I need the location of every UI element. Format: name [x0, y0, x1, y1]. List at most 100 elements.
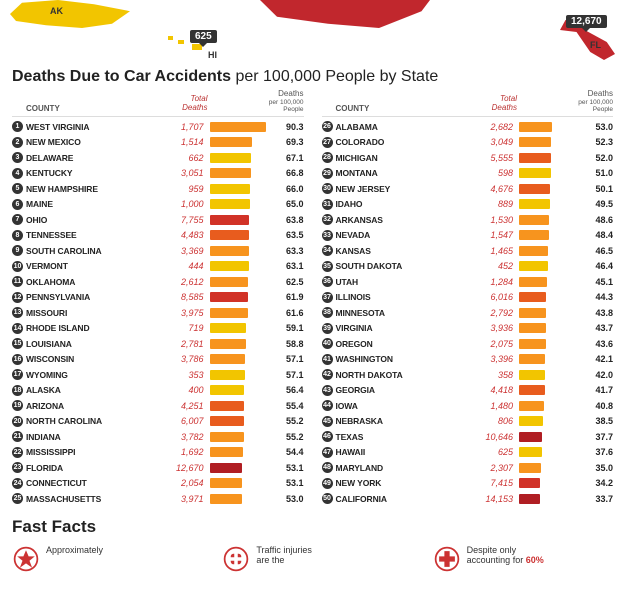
cell-rate: 46.5 [577, 246, 613, 256]
cell-total-deaths: 2,612 [162, 277, 208, 287]
fast-fact-text: Approximately [46, 545, 103, 556]
map-section: AKHIFL 62512,670 [0, 0, 625, 62]
cell-bar [208, 122, 268, 132]
table-row: 39VIRGINIA3,93643.7 [322, 321, 614, 337]
cell-rank: 38 [322, 307, 336, 318]
bar-fill [210, 339, 246, 349]
cell-rate: 61.6 [268, 308, 304, 318]
hdr-total: Total Deaths [471, 95, 517, 113]
cell-rate: 53.0 [268, 494, 304, 504]
cell-rate: 55.2 [268, 432, 304, 442]
bar-fill [519, 478, 540, 488]
cell-total-deaths: 1,530 [471, 215, 517, 225]
table-row: 48MARYLAND2,30735.0 [322, 460, 614, 476]
table-row: 11OKLAHOMA2,61262.5 [12, 274, 304, 290]
cell-rank: 5 [12, 183, 26, 194]
cell-rank: 37 [322, 292, 336, 303]
cell-total-deaths: 1,547 [471, 230, 517, 240]
cell-rate: 69.3 [268, 137, 304, 147]
cell-total-deaths: 806 [471, 416, 517, 426]
fast-facts-title: Fast Facts [12, 517, 613, 537]
cell-county: NEW HAMPSHIRE [26, 184, 162, 194]
cell-rate: 63.3 [268, 246, 304, 256]
cell-rate: 51.0 [577, 168, 613, 178]
map-state-label: FL [590, 40, 601, 50]
cell-rank: 28 [322, 152, 336, 163]
cell-total-deaths: 3,975 [162, 308, 208, 318]
table-row: 19ARIZONA4,25155.4 [12, 398, 304, 414]
fast-facts-section: Fast Facts Approximately Traffic injuries… [0, 507, 625, 573]
bar-fill [519, 308, 546, 318]
cell-rate: 66.0 [268, 184, 304, 194]
cell-county: LOUISIANA [26, 339, 162, 349]
bar-fill [210, 168, 251, 178]
cell-rate: 66.8 [268, 168, 304, 178]
cell-county: WYOMING [26, 370, 162, 380]
table-row: 5NEW HAMPSHIRE959 66.0 [12, 181, 304, 197]
cell-total-deaths: 2,307 [471, 463, 517, 473]
bar-fill [210, 292, 248, 302]
cell-county: FLORIDA [26, 463, 162, 473]
table-row: 17WYOMING35357.1 [12, 367, 304, 383]
bar-fill [210, 153, 252, 163]
cell-rank: 27 [322, 137, 336, 148]
cell-rank: 21 [12, 431, 26, 442]
bar-fill [210, 323, 247, 333]
cell-bar [208, 370, 268, 380]
cell-total-deaths: 1,000 [162, 199, 208, 209]
cell-rate: 42.0 [577, 370, 613, 380]
cell-rank: 4 [12, 168, 26, 179]
cell-total-deaths: 959 [162, 184, 208, 194]
bar-fill [210, 416, 244, 426]
table-row: 14RHODE ISLAND71959.1 [12, 321, 304, 337]
cell-rate: 55.2 [268, 416, 304, 426]
cell-bar [517, 199, 577, 209]
cell-rate: 65.0 [268, 199, 304, 209]
bar-fill [210, 478, 243, 488]
map-state-shape [168, 36, 173, 40]
cell-bar [208, 478, 268, 488]
cell-county: CONNECTICUT [26, 478, 162, 488]
bar-fill [519, 292, 546, 302]
table-container: COUNTY Total Deaths Deaths per 100,000 P… [0, 90, 625, 507]
cell-rate: 52.0 [577, 153, 613, 163]
cell-county: SOUTH DAKOTA [336, 261, 472, 271]
bar-fill [210, 137, 253, 147]
table-row: 37ILLINOIS6,01644.3 [322, 290, 614, 306]
fast-fact-item: Traffic injuriesare the [222, 545, 402, 573]
cell-rank: 30 [322, 183, 336, 194]
cell-bar [517, 401, 577, 411]
cell-bar [208, 277, 268, 287]
cell-rank: 23 [12, 462, 26, 473]
cell-county: NEBRASKA [336, 416, 472, 426]
cell-total-deaths: 3,396 [471, 354, 517, 364]
table-header: COUNTY Total Deaths Deaths per 100,000 P… [12, 90, 304, 117]
bar-fill [210, 354, 245, 364]
table-row: 23FLORIDA12,67053.1 [12, 460, 304, 476]
cell-total-deaths: 3,782 [162, 432, 208, 442]
fast-fact-text: Despite onlyaccounting for 60% [467, 545, 544, 567]
cell-rate: 41.7 [577, 385, 613, 395]
bar-fill [519, 137, 551, 147]
cell-total-deaths: 353 [162, 370, 208, 380]
cell-county: IOWA [336, 401, 472, 411]
cell-rate: 59.1 [268, 323, 304, 333]
cell-county: KANSAS [336, 246, 472, 256]
cell-rate: 53.1 [268, 478, 304, 488]
table-row: 9SOUTH CAROLINA3,36963.3 [12, 243, 304, 259]
cell-county: WEST VIRGINIA [26, 122, 162, 132]
cell-county: VERMONT [26, 261, 162, 271]
fast-fact-icon [433, 545, 461, 573]
cell-rate: 35.0 [577, 463, 613, 473]
table-row: 22MISSISSIPPI1,69254.4 [12, 445, 304, 461]
cell-bar [208, 153, 268, 163]
cell-rate: 62.5 [268, 277, 304, 287]
cell-rank: 39 [322, 323, 336, 334]
bar-fill [210, 277, 249, 287]
table-row: 3DELAWARE66267.1 [12, 150, 304, 166]
bar-fill [519, 153, 551, 163]
cell-bar [517, 122, 577, 132]
cell-rank: 42 [322, 369, 336, 380]
bar-fill [519, 230, 549, 240]
bar-fill [519, 323, 546, 333]
